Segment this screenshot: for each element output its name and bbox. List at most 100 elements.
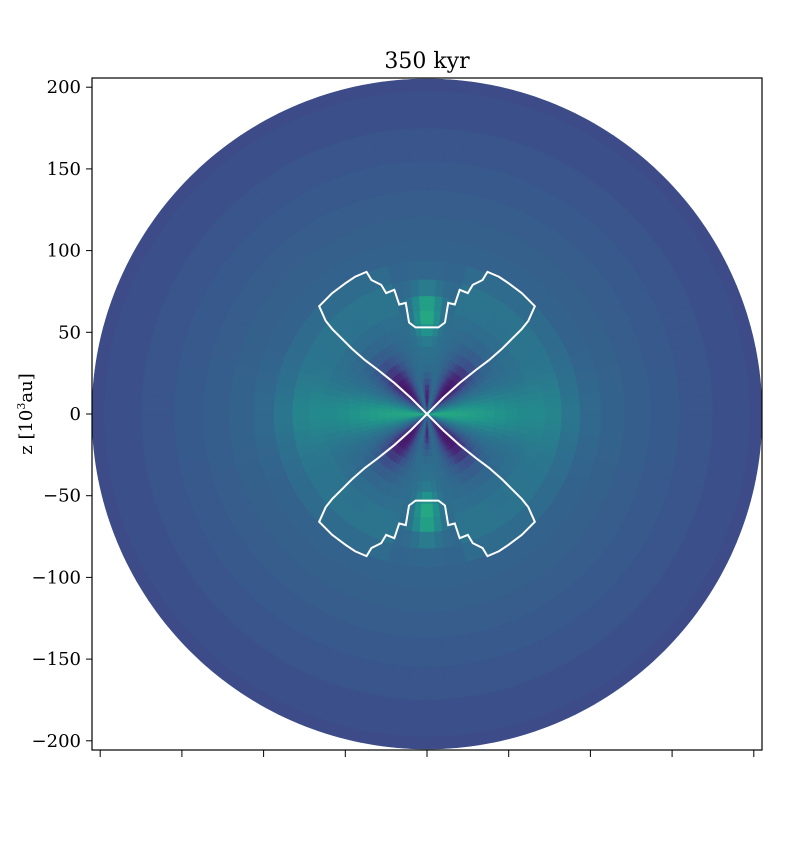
field-cell: [407, 127, 428, 162]
contour-upper-lobe: [317, 270, 537, 415]
field-cell: [746, 369, 762, 394]
field-cell: [417, 531, 428, 550]
field-cell: [426, 335, 433, 347]
field-cell: [447, 733, 472, 749]
field-cell: [426, 363, 431, 373]
field-cell: [468, 413, 478, 418]
y-axis: 200 150 100 50 0 −50 −100 −150 −200: [32, 77, 92, 752]
field-cell: [426, 548, 438, 568]
field-cell: [202, 399, 231, 415]
field-cell: [92, 391, 106, 415]
field-cell: [529, 413, 546, 423]
field-cell: [424, 378, 428, 385]
field-cell: [650, 413, 681, 431]
field-cell: [416, 260, 428, 280]
contour-lower-lobe: [317, 413, 537, 558]
field-cell: [426, 587, 441, 613]
field-cell: [561, 413, 581, 425]
field-cell: [579, 413, 602, 426]
field-cell: [650, 397, 681, 415]
y-tick-label: −200: [32, 731, 81, 752]
field-cell: [426, 516, 436, 533]
y-tick-label: 50: [58, 322, 81, 343]
field-cell: [426, 78, 450, 93]
field-cell: [426, 378, 430, 385]
field-cell: [516, 413, 531, 422]
field-cell: [418, 516, 428, 533]
field-cell: [173, 413, 204, 431]
y-tick-label: 200: [47, 77, 81, 98]
field-cell: [140, 413, 175, 434]
field-cell: [679, 394, 714, 415]
field-cell: [504, 413, 518, 421]
y-axis-label: z [103au]: [15, 373, 37, 455]
field-cell: [746, 434, 762, 459]
field-cell: [410, 637, 428, 668]
field-cell: [561, 403, 581, 415]
field-cell: [412, 189, 428, 218]
field-cell: [368, 413, 378, 419]
field-cell: [600, 400, 626, 415]
field-cell: [426, 666, 447, 701]
field-cell: [92, 413, 106, 437]
field-cell: [92, 369, 108, 394]
field-cell: [679, 413, 714, 434]
field-cell: [423, 363, 428, 373]
y-tick-label: 100: [47, 241, 81, 262]
field-cell: [426, 260, 438, 280]
chart-title: 350 kyr: [384, 49, 470, 74]
y-tick-label: 0: [70, 404, 81, 425]
field-cell: [426, 323, 434, 337]
field-cell: [426, 160, 444, 191]
field-cell: [426, 90, 449, 129]
field-cell: [426, 310, 435, 325]
field-cell: [426, 637, 444, 668]
field-cell: [600, 413, 626, 428]
field-cell: [359, 413, 370, 419]
field-cell: [291, 404, 310, 415]
field-cell: [418, 295, 428, 312]
y-tick-label: −150: [32, 649, 81, 670]
x-axis: [99, 750, 755, 757]
field-cell: [404, 78, 428, 93]
field-cell: [273, 413, 293, 425]
field-cell: [173, 397, 204, 415]
field-cell: [623, 413, 652, 429]
field-cell: [425, 394, 428, 400]
field-cell: [529, 405, 546, 415]
field-cell: [404, 735, 428, 750]
field-cell: [426, 371, 431, 379]
field-cell: [544, 404, 563, 415]
field-cell: [415, 566, 428, 589]
field-cell: [422, 355, 428, 365]
field-cell: [416, 548, 428, 568]
y-tick-label: −100: [32, 567, 81, 588]
field-cell: [422, 346, 428, 357]
field-cell: [382, 79, 407, 95]
field-cell: [623, 399, 652, 415]
field-cell: [423, 371, 428, 379]
contour-layer: [317, 270, 537, 558]
field-cell: [712, 392, 751, 415]
field-cell: [103, 413, 142, 436]
field-cell: [252, 413, 275, 426]
field-cell: [140, 394, 175, 415]
field-cell: [273, 403, 293, 415]
field-cell: [426, 215, 441, 241]
field-cell: [426, 239, 439, 262]
field-cell: [462, 413, 470, 418]
field-cell: [426, 127, 447, 162]
field-cell: [424, 384, 428, 391]
field-cell: [426, 699, 449, 738]
field-cell: [228, 413, 254, 428]
field-cell: [291, 413, 310, 424]
field-cell: [426, 189, 442, 218]
field-cell: [376, 413, 386, 418]
field-cell: [252, 402, 275, 415]
field-cell: [348, 413, 360, 420]
field-cell: [417, 278, 428, 297]
field-cell: [202, 413, 231, 429]
field-cell: [447, 79, 472, 95]
density-field: [92, 78, 762, 750]
